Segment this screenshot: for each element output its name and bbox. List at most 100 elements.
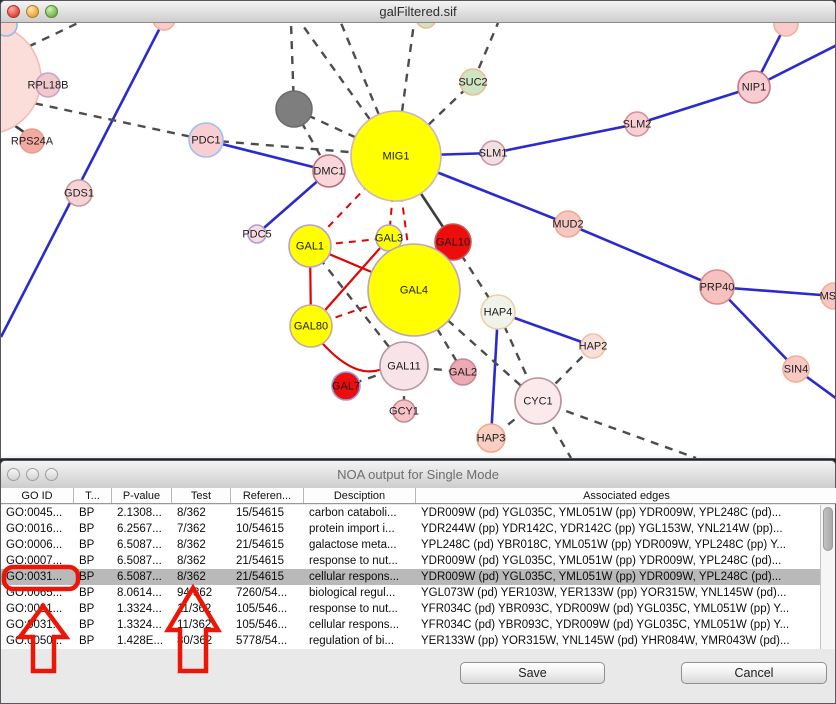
table-row-6[interactable]: GO:0065... BP 8.0614... 94/362 7260/54... bio…: [1, 585, 822, 601]
results-table-header: GO ID T... P-value Test Referen... Desciption…: [1, 488, 836, 504]
node-RPS24A[interactable]: RPS24A: [11, 128, 54, 154]
table-row-9[interactable]: GO:0050... BP 1.428E... 80/362 5778/54... reg…: [1, 633, 822, 649]
node-GAL3[interactable]: GAL3: [375, 224, 403, 252]
table-scrollbar[interactable]: [820, 505, 835, 649]
node-GAL10[interactable]: GAL10: [434, 223, 472, 261]
cell-1-3: 2.1308...: [117, 507, 162, 519]
node-RPL18B-label: RPL18B: [28, 80, 69, 92]
cell-8-4: 11/362: [177, 619, 212, 631]
table-row-2[interactable]: GO:0016... BP 6.2567... 7/362 10/54615 protei…: [1, 521, 822, 537]
node-SUC2-circle: [459, 68, 487, 96]
column-header-test[interactable]: Test: [172, 488, 231, 503]
node-GDS1[interactable]: GDS1: [64, 179, 94, 207]
scrollbar-thumb[interactable]: [823, 507, 833, 551]
minimize-button[interactable]: [26, 468, 39, 481]
cancel-button[interactable]: Cancel: [681, 662, 827, 684]
cell-2-7: YDR244W (pp) YDR142C, YDR142C (pp) YGL15…: [421, 523, 783, 535]
column-header-t-[interactable]: T...: [74, 488, 112, 503]
cell-3-1: GO:0006...: [6, 539, 63, 551]
cell-9-5: 5778/54...: [236, 635, 288, 647]
cell-4-7: YDR009W (pd) YGL035C, YML051W (pp) YDR00…: [421, 555, 782, 567]
graph-window-titlebar[interactable]: galFiltered.sif: [1, 1, 835, 23]
cell-3-2: BP: [79, 539, 95, 551]
cell-8-2: BP: [79, 619, 95, 631]
edge-reddash-49: [395, 155, 415, 291]
save-button[interactable]: Save: [460, 662, 605, 684]
cell-6-7: YGL073W (pd) YER103W, YER133W (pp) YOR31…: [421, 587, 787, 599]
cell-6-3: 8.0614...: [117, 587, 162, 599]
node-MIG1-circle: [350, 110, 442, 202]
node-MUD2-circle: [554, 210, 582, 238]
node-DMC1-label: DMC1: [313, 166, 344, 178]
column-header-desciption[interactable]: Desciption: [304, 488, 416, 503]
table-row-3[interactable]: GO:0006... BP 6.5087... 8/362 21/54615 galact…: [1, 537, 822, 553]
cell-2-6: protein import i...: [309, 523, 395, 535]
node-GAL3-label: GAL3: [375, 233, 403, 245]
node-GAL11[interactable]: GAL11: [379, 341, 429, 391]
cell-5-1: GO:0031...: [6, 571, 63, 583]
cell-8-5: 105/546...: [236, 619, 288, 631]
node-clipped-topleft[interactable]: [1, 23, 18, 37]
node-RPL18B[interactable]: RPL18B: [28, 72, 69, 98]
cell-4-4: 8/362: [177, 555, 206, 567]
node-HAP2[interactable]: HAP2: [579, 333, 608, 359]
close-button[interactable]: [7, 5, 20, 18]
node-PDC5[interactable]: PDC5: [242, 224, 272, 244]
node-GAL4[interactable]: GAL4: [367, 243, 461, 337]
table-row-1[interactable]: GO:0045... BP 2.1308... 8/362 15/54615 carbon…: [1, 505, 822, 521]
node-SUC2[interactable]: SUC2: [458, 68, 488, 96]
node-DMC1[interactable]: DMC1: [312, 154, 346, 188]
cell-5-5: 21/54615: [236, 571, 284, 583]
node-GAL7[interactable]: GAL7: [331, 371, 361, 401]
noa-window-titlebar[interactable]: NOA output for Single Mode: [1, 461, 835, 489]
node-HAP3[interactable]: HAP3: [476, 423, 506, 453]
cell-1-5: 15/54615: [236, 507, 284, 519]
cell-2-1: GO:0016...: [6, 523, 63, 535]
node-GCY1[interactable]: GCY1: [389, 399, 419, 423]
table-row-5[interactable]: GO:0031... BP 6.5087... 8/362 21/54615 cellul…: [1, 569, 822, 585]
node-NIP1[interactable]: NIP1: [737, 70, 771, 104]
node-SLM2[interactable]: SLM2: [623, 111, 652, 137]
node-GAL1[interactable]: GAL1: [288, 224, 332, 268]
cell-2-4: 7/362: [177, 523, 206, 535]
column-header-associated-edges[interactable]: Associated edges: [583, 489, 670, 502]
cell-9-3: 1.428E...: [117, 635, 164, 647]
node-SLM1[interactable]: SLM1: [479, 140, 508, 166]
zoom-button[interactable]: [45, 468, 58, 481]
node-GAL2[interactable]: GAL2: [449, 358, 477, 386]
table-row-7[interactable]: GO:0031... BP 1.3324... 11/362 105/546... res…: [1, 601, 822, 617]
node-PRP40[interactable]: PRP40: [699, 269, 735, 305]
table-row-4[interactable]: GO:0007... BP 6.5087... 8/362 21/54615 respon…: [1, 553, 822, 569]
column-header-go-id[interactable]: GO ID: [1, 488, 74, 503]
node-MSL5[interactable]: MSL5: [820, 282, 835, 310]
node-gray-node[interactable]: [275, 90, 313, 128]
network-canvas[interactable]: RPL18B RPS24A GDS1 PDC1 DMC1 GAL10 GAL3 GAL1 GAL…: [1, 23, 835, 458]
node-MUD2[interactable]: MUD2: [552, 210, 584, 238]
node-SUC2-label: SUC2: [458, 77, 487, 89]
node-PDC5-circle: [247, 224, 267, 244]
node-HAP4[interactable]: HAP4: [480, 294, 516, 330]
node-SLM1-label: SLM1: [479, 148, 508, 160]
node-GAL11-label: GAL11: [387, 361, 420, 373]
node-CYC1[interactable]: CYC1: [514, 377, 562, 425]
node-SIN4[interactable]: SIN4: [782, 355, 810, 383]
minimize-button[interactable]: [26, 5, 39, 18]
edge-blue-9: [567, 222, 718, 289]
node-CYC1-label: CYC1: [523, 396, 552, 408]
column-header-referen-[interactable]: Referen...: [231, 488, 304, 503]
zoom-button[interactable]: [45, 5, 58, 18]
node-MIG1[interactable]: MIG1: [350, 110, 442, 202]
node-clipped-top[interactable]: [152, 23, 176, 31]
column-header-p-value[interactable]: P-value: [112, 488, 172, 503]
cell-6-2: BP: [79, 587, 95, 599]
node-PDC1[interactable]: PDC1: [188, 122, 224, 158]
table-row-8[interactable]: GO:0031... BP 1.3324... 11/362 105/546... cel…: [1, 617, 822, 633]
close-button[interactable]: [7, 468, 20, 481]
cell-3-4: 8/362: [177, 539, 206, 551]
edge-blue-10: [716, 285, 835, 298]
node-clipped-topright[interactable]: [773, 23, 799, 37]
cell-7-2: BP: [79, 603, 95, 615]
node-GAL80[interactable]: GAL80: [289, 304, 333, 348]
node-clipped-top-green[interactable]: [416, 23, 436, 29]
cell-5-2: BP: [79, 571, 95, 583]
